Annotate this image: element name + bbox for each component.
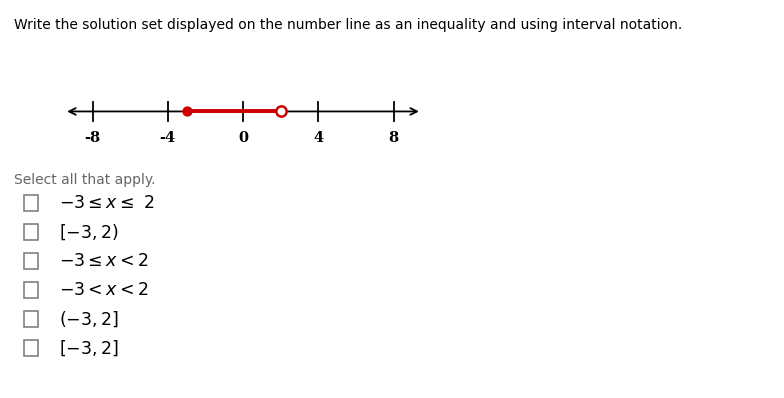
Point [274,108,287,115]
Text: Select all that apply.: Select all that apply. [14,173,155,187]
Text: -4: -4 [160,131,176,146]
Text: $[-3, 2)$: $[-3, 2)$ [59,222,118,242]
Point [180,108,193,115]
Text: Write the solution set displayed on the number line as an inequality and using i: Write the solution set displayed on the … [14,18,682,32]
Text: $[-3, 2]$: $[-3, 2]$ [59,338,118,358]
Text: -8: -8 [85,131,100,146]
Text: 4: 4 [314,131,323,146]
Text: 0: 0 [238,131,248,146]
Text: $-3 \leq x < 2$: $-3 \leq x < 2$ [59,252,149,270]
Text: $-3 < x < 2$: $-3 < x < 2$ [59,281,149,299]
Text: 8: 8 [389,131,398,146]
Text: $(-3, 2]$: $(-3, 2]$ [59,309,118,329]
Text: $-3 \leq x \leq\ 2$: $-3 \leq x \leq\ 2$ [59,194,154,212]
